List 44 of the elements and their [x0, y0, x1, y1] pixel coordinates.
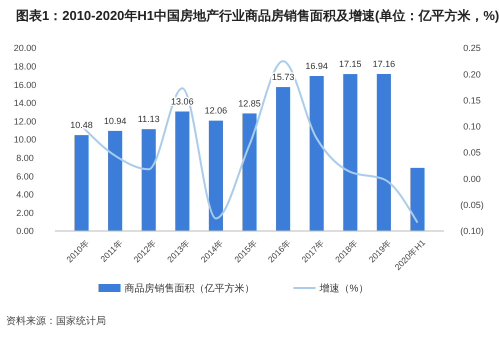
y-tick-label: 18.00	[14, 61, 36, 72]
data-label: 16.94	[305, 61, 328, 71]
data-label: 17.16	[372, 58, 396, 69]
legend-label: 商品房销售面积（亿平方米）	[124, 282, 254, 294]
text: 资料来源：国家统计局	[6, 315, 106, 327]
y2-tick-label: 0.05	[463, 148, 481, 158]
data-label: 10.94	[104, 116, 126, 126]
y-tick-label: 16.00	[14, 80, 36, 90]
legend-label: 增速（%）	[318, 282, 368, 294]
y2-tick-label: 0.10	[463, 122, 481, 132]
data-label: 12.06	[204, 106, 228, 116]
data-label: 13.06	[171, 96, 194, 106]
y2-tick-label: 0.25	[463, 43, 481, 54]
bar	[108, 130, 122, 231]
data-label: 15.73	[272, 72, 294, 82]
bar	[142, 129, 156, 231]
bar	[376, 74, 391, 231]
chart-title: 图表1：2010-2020年H1中国房地产行业商品房销售面积及增速(单位：亿平方米，%)	[16, 8, 499, 23]
y-tick-label: 12.00	[14, 116, 36, 126]
bar	[74, 135, 89, 231]
y-tick-label: 10.00	[14, 134, 36, 145]
y-tick-label: 0.00	[16, 226, 34, 236]
bar	[410, 168, 425, 231]
y2-tick-label: (0.10)	[460, 226, 484, 236]
bar	[276, 87, 290, 231]
data-label: 17.15	[339, 59, 362, 70]
data-label: 12.85	[238, 98, 261, 108]
y2-tick-label: 0.15	[463, 95, 481, 106]
y2-tick-label: (0.05)	[460, 200, 484, 210]
y-tick-label: 8.00	[16, 152, 34, 163]
data-label: 11.13	[138, 114, 160, 124]
bar	[208, 120, 223, 231]
data-label: 10.48	[70, 120, 93, 130]
y-tick-label: 20.00	[14, 43, 36, 54]
y-tick-label: 6.00	[16, 171, 34, 182]
bar	[343, 74, 358, 231]
y2-tick-label: 0.00	[463, 174, 481, 184]
y2-tick-label: 0.20	[463, 69, 481, 80]
y-tick-label: 14.00	[14, 98, 36, 108]
bar	[242, 113, 257, 231]
y-tick-label: 4.00	[16, 190, 34, 200]
y-tick-label: 2.00	[16, 208, 34, 218]
bar	[310, 76, 324, 231]
bar	[175, 112, 190, 231]
